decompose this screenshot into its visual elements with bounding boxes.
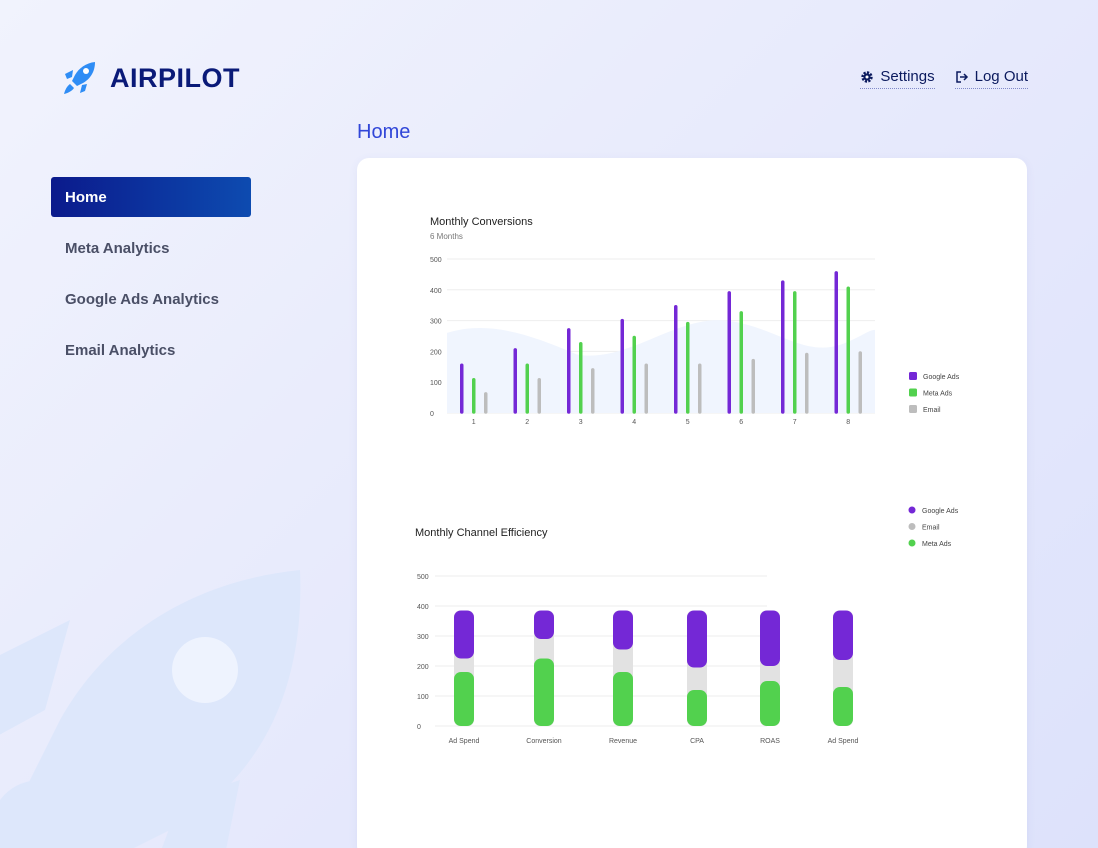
y-tick-label: 300 [430, 319, 442, 326]
sidebar-item-google-ads-analytics[interactable]: Google Ads Analytics [51, 279, 251, 319]
bar-meta-ads [833, 687, 853, 726]
settings-label: Settings [880, 68, 935, 85]
y-tick-label: 200 [430, 349, 442, 356]
background-area [447, 320, 875, 413]
x-tick-label: 7 [793, 419, 797, 426]
legend-swatch [909, 405, 917, 413]
sidebar-nav: Home Meta Analytics Google Ads Analytics… [51, 177, 251, 381]
app-logo[interactable]: AIRPILOT [62, 60, 240, 96]
page-title: Home [357, 121, 411, 143]
x-tick-label: Ad Spend [449, 738, 480, 745]
legend-label: Google Ads [923, 374, 960, 381]
monthly-conversions-chart: Monthly Conversions 6 Months 0 100 200 300 400… [430, 216, 960, 426]
legend-label: Email [922, 525, 940, 532]
y-tick-label: 100 [430, 380, 442, 387]
x-tick-label: 4 [632, 419, 636, 426]
legend-label: Meta Ads [923, 391, 953, 398]
legend-swatch [909, 388, 917, 397]
y-tick-label: 100 [417, 694, 429, 701]
bar-google-ads [760, 610, 780, 666]
header-actions: Settings Log Out [860, 68, 1028, 89]
y-tick-label: 0 [430, 411, 434, 418]
bar-google-ads [534, 610, 554, 639]
rocket-icon [64, 62, 95, 94]
x-tick-label: 3 [579, 419, 583, 426]
legend-label: Email [923, 407, 941, 414]
y-tick-label: 0 [417, 724, 421, 731]
bar-meta-ads [760, 681, 780, 726]
sidebar-item-label: Google Ads Analytics [65, 290, 219, 308]
chart-subtitle: 6 Months [430, 232, 463, 241]
legend-label: Google Ads [922, 508, 959, 515]
x-tick-label: 2 [525, 419, 529, 426]
channel-efficiency-chart: Monthly Channel Efficiency 0 100 200 300 400 5… [415, 506, 959, 745]
logout-link[interactable]: Log Out [954, 68, 1028, 89]
settings-link[interactable]: Settings [860, 68, 935, 89]
sidebar-item-label: Home [65, 188, 107, 206]
legend-swatch [908, 523, 916, 530]
x-tick-label: 5 [686, 419, 690, 426]
y-tick-label: 300 [417, 634, 429, 641]
x-tick-label: Conversion [526, 738, 562, 745]
logout-icon [955, 70, 968, 83]
legend-label: Meta Ads [922, 541, 952, 548]
logout-label: Log Out [974, 68, 1028, 85]
bar-meta-ads [687, 690, 707, 726]
y-tick-label: 400 [417, 604, 429, 611]
chart-title: Monthly Channel Efficiency [415, 527, 548, 539]
bar-google-ads [613, 610, 633, 650]
bar-meta-ads [613, 672, 633, 726]
y-tick-label: 200 [417, 664, 429, 671]
x-tick-label: ROAS [760, 738, 780, 745]
sidebar-item-label: Email Analytics [65, 341, 176, 359]
bar-google-ads [687, 610, 707, 668]
chart-title: Monthly Conversions [430, 216, 533, 228]
sidebar-item-label: Meta Analytics [65, 239, 170, 257]
app-name: AIRPILOT [110, 62, 240, 93]
x-tick-label: Revenue [609, 738, 637, 745]
legend-swatch [908, 506, 916, 514]
bar-meta-ads [454, 672, 474, 726]
sidebar-item-meta-analytics[interactable]: Meta Analytics [51, 228, 251, 268]
x-tick-label: Ad Spend [828, 738, 859, 745]
y-tick-label: 400 [430, 288, 442, 295]
sidebar-item-email-analytics[interactable]: Email Analytics [51, 330, 251, 370]
legend-swatch [909, 372, 917, 380]
background-rocket-illustration [0, 570, 301, 848]
bar-meta-ads [534, 658, 554, 726]
x-tick-label: 1 [472, 419, 476, 426]
x-tick-label: CPA [690, 738, 704, 745]
sidebar-item-home[interactable]: Home [51, 177, 251, 217]
bar-google-ads [833, 610, 853, 660]
legend-swatch [908, 539, 916, 547]
x-tick-label: 8 [846, 419, 850, 426]
y-tick-label: 500 [430, 257, 442, 264]
bar-google-ads [454, 610, 474, 659]
dashboard-card: Monthly Conversions 6 Months 0 100 200 300 400… [357, 158, 1027, 848]
x-tick-label: 6 [739, 419, 743, 426]
gear-icon [861, 70, 874, 83]
y-tick-label: 500 [417, 574, 429, 581]
